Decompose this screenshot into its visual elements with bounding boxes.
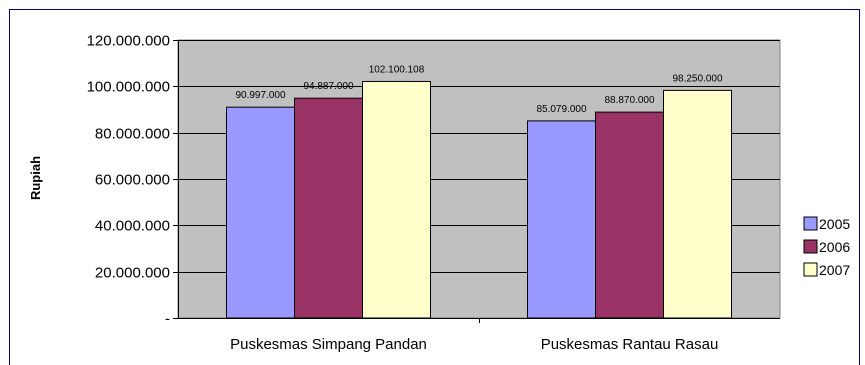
y-tick-label: 120.000.000 [87, 33, 170, 50]
data-label: 90.997.000 [235, 90, 285, 101]
legend-label: 2007 [819, 262, 850, 278]
axes [178, 40, 780, 323]
bar-2007-1 [362, 80, 431, 319]
legend: 2005 2006 2007 [803, 216, 850, 278]
y-axis-label: Rupiah [28, 156, 43, 200]
data-label: 85.079.000 [536, 104, 586, 115]
bar-2007-2 [663, 89, 732, 319]
y-tick-label: 60.000.000 [95, 172, 170, 189]
data-label: 88.870.000 [604, 95, 654, 106]
category-label: Puskesmas Rantau Rasau [541, 336, 719, 353]
data-label: 98.250.000 [672, 73, 722, 84]
y-tick-label: 40.000.000 [95, 218, 170, 235]
bar-2005-2 [527, 120, 596, 319]
y-tick-label: - [165, 311, 170, 328]
legend-swatch [803, 239, 818, 254]
bar-2005-1 [226, 106, 295, 319]
bar-2006-2 [595, 111, 664, 319]
legend-label: 2006 [819, 239, 850, 255]
y-tick-labels: - 20.000.000 40.000.000 60.000.000 80.000.00… [87, 33, 170, 328]
data-label: 102.100.108 [369, 64, 425, 75]
bars [226, 80, 732, 319]
category-label: Puskesmas Simpang Pandan [230, 336, 427, 353]
data-labels: 90.997.000 94.887.000 102.100.108 85.079.00… [235, 64, 722, 114]
legend-label: 2005 [819, 216, 850, 232]
y-tick-label: 80.000.000 [95, 126, 170, 143]
y-tick-label: 100.000.000 [87, 79, 170, 96]
legend-swatch [803, 262, 818, 277]
data-label: 94.887.000 [303, 81, 353, 92]
category-labels: Puskesmas Simpang Pandan Puskesmas Rantau… [230, 336, 718, 353]
legend-swatch [803, 216, 818, 231]
bar-2006-1 [294, 97, 363, 319]
y-tick-label: 20.000.000 [95, 265, 170, 282]
